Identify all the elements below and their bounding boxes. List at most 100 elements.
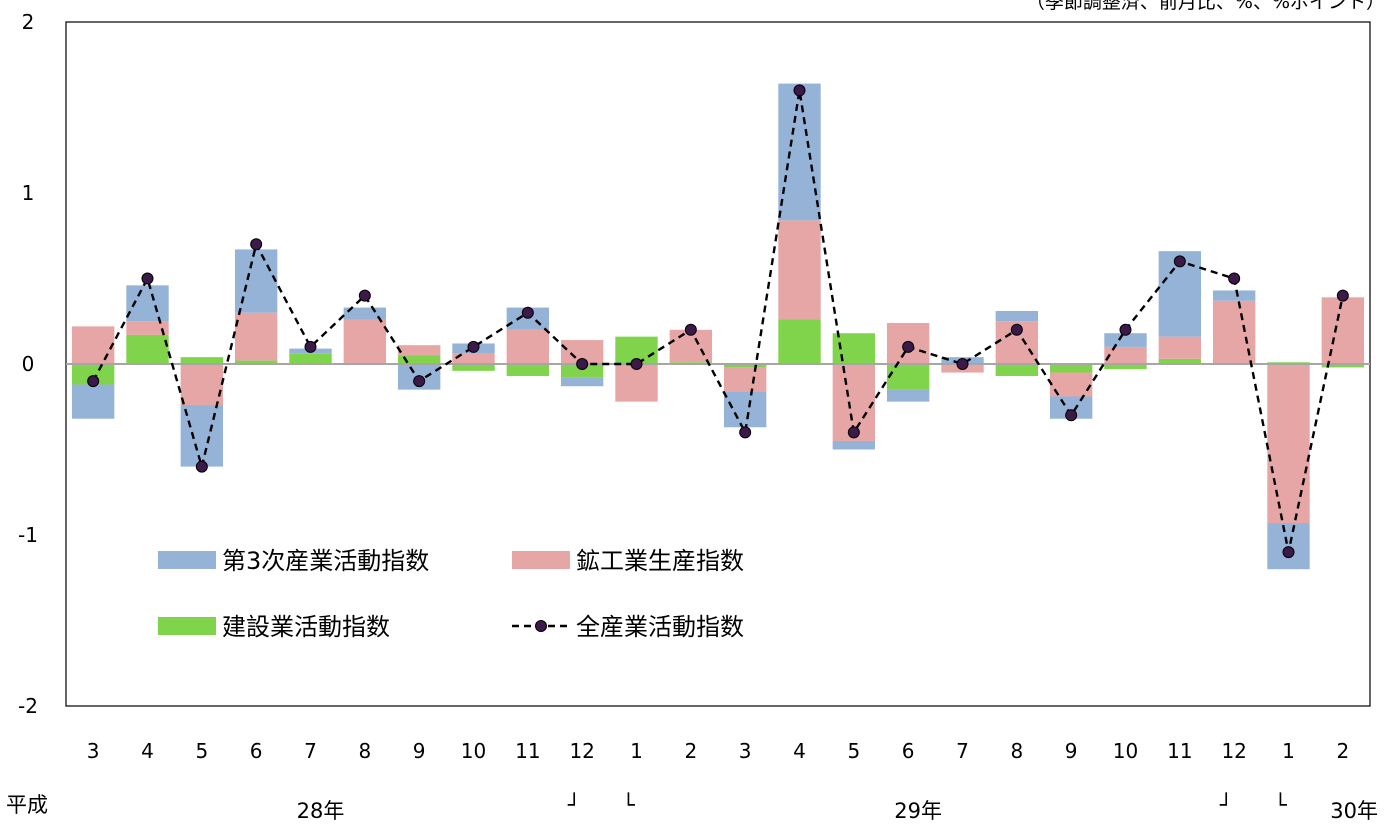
total-line-point (1336, 289, 1349, 302)
legend-swatch (158, 551, 216, 569)
x-tick-label: 12 (569, 739, 594, 763)
total-line-point (304, 340, 317, 353)
x-tick-label: 11 (515, 739, 540, 763)
bar-segment (71, 384, 115, 419)
bar-segment (180, 364, 224, 406)
bar-segment (723, 367, 767, 392)
x-tick-label: 9 (1065, 739, 1078, 763)
year-bracket: └ (1274, 792, 1287, 817)
total-line-point (630, 358, 643, 370)
bar-segment (452, 364, 495, 371)
chart-note-group: （季節調整済、前月比、%、%ポイント） (1026, 0, 1385, 13)
total-line-group (87, 84, 1349, 559)
y-tick-label: 2 (22, 10, 35, 34)
total-line-point (902, 340, 915, 353)
total-line-point (195, 460, 208, 473)
era-label: 平成 (6, 793, 48, 817)
x-tick-label: 7 (304, 739, 317, 763)
x-tick-label: 9 (413, 739, 426, 763)
x-tick-label: 8 (358, 739, 371, 763)
y-tick-label: -2 (18, 694, 38, 718)
bar-segment (180, 357, 224, 364)
legend-label: 鉱工業生産指数 (576, 547, 744, 575)
bar-segment (1049, 396, 1093, 419)
legend-swatch (158, 617, 216, 635)
total-line-point (250, 238, 263, 251)
bar-segment (615, 364, 658, 402)
bar-segment (886, 364, 930, 390)
bar-segment (71, 326, 115, 364)
bar-segment (778, 319, 821, 364)
year-label: 30年 (1330, 799, 1378, 823)
year-bracket: ┘ (1219, 792, 1233, 817)
bar-segment (1104, 346, 1147, 364)
total-line-point (141, 272, 154, 285)
x-tick-label: 12 (1221, 739, 1246, 763)
total-line-point (521, 306, 534, 319)
y-tick-label: 0 (22, 352, 35, 376)
total-line-point (793, 84, 806, 97)
bar-segment (397, 355, 441, 364)
legend-label: 建設業活動指数 (222, 613, 390, 641)
bar-segment (343, 307, 387, 320)
x-tick-label: 1 (630, 739, 643, 763)
x-tick-label: 6 (250, 739, 263, 763)
bar-segment (886, 389, 930, 402)
bar-segment (1158, 336, 1202, 359)
x-tick-label: 2 (1336, 739, 1349, 763)
bar-segment (397, 345, 441, 356)
x-tick-label: 8 (1010, 739, 1023, 763)
y-tick-label: -1 (18, 523, 38, 547)
legend-label: 第3次産業活動指数 (222, 547, 429, 575)
bar-segment (1049, 364, 1093, 373)
bar-segment (1212, 290, 1256, 301)
x-tick-label: 4 (141, 739, 154, 763)
bar-segment (560, 377, 604, 387)
x-tick-label: 3 (739, 739, 752, 763)
x-tick-label: 10 (1113, 739, 1138, 763)
bar-segment (1104, 333, 1147, 347)
bar-segment (506, 329, 550, 364)
x-axis: 3 4 5 6 7 8 9 10 11 12 1 2 3 4 5 6 7 8 9 10 11 12 1 2平成 28年 29年 30… (6, 739, 1378, 823)
legend-label: 全産業活動指数 (576, 613, 744, 641)
x-tick-label: 4 (793, 739, 806, 763)
bar-segment (1321, 364, 1365, 368)
bar-segment (506, 364, 550, 376)
x-tick-label: 10 (461, 739, 486, 763)
bar-segment (995, 364, 1039, 376)
bar-segment (832, 333, 876, 364)
year-label: 29年 (894, 799, 942, 823)
total-line-point (87, 375, 100, 388)
bar-segment (234, 312, 278, 361)
bar-segment (1321, 297, 1365, 364)
bar-segment (723, 391, 767, 428)
total-line-point (1065, 409, 1078, 422)
y-axis: 2 1 0 -1 -2 (18, 10, 38, 718)
bar-segment (832, 440, 876, 450)
bar-segment (452, 353, 495, 364)
bar-segment (723, 364, 767, 368)
bar-segment (126, 285, 169, 322)
bar-segment (995, 310, 1039, 322)
legend-swatch (512, 551, 570, 569)
x-tick-label: 2 (684, 739, 697, 763)
bar-segment (560, 340, 604, 364)
total-line-point (1228, 272, 1241, 285)
total-line-point (576, 358, 589, 370)
bar-segment (126, 334, 169, 364)
year-label: 28年 (297, 799, 345, 823)
total-line-point (1282, 546, 1295, 559)
x-tick-label: 6 (902, 739, 915, 763)
x-tick-label: 5 (195, 739, 208, 763)
bar-segment (126, 321, 169, 335)
total-line-point (739, 426, 752, 439)
x-tick-label: 7 (956, 739, 969, 763)
total-line-point (1119, 323, 1132, 336)
bar-segment (1267, 364, 1310, 524)
x-tick-label: 5 (847, 739, 860, 763)
year-bracket: └ (622, 792, 635, 817)
bar-segment (1104, 364, 1147, 370)
year-bracket: ┘ (567, 792, 581, 817)
bar-segment (71, 364, 115, 385)
chart-note: （季節調整済、前月比、%、%ポイント） (1026, 0, 1385, 13)
